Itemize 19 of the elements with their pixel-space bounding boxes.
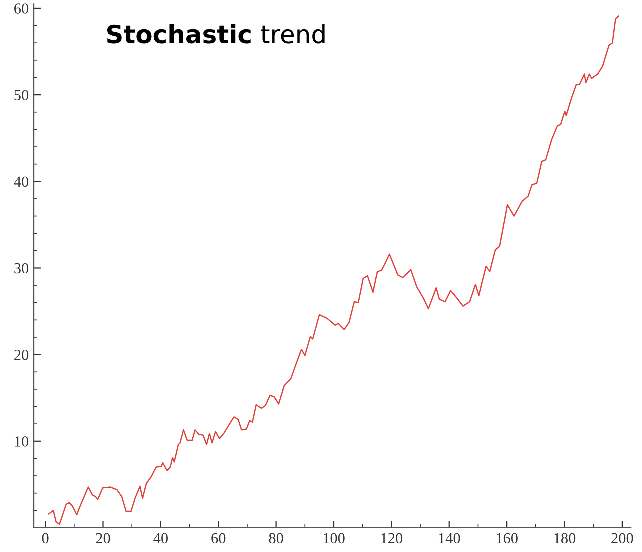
y-tick-label: 60 <box>14 4 29 14</box>
y-tick-label: 20 <box>14 350 29 360</box>
x-tick-label: 120 <box>382 533 403 544</box>
x-tick-label: 200 <box>612 533 634 544</box>
x-tick-label: 20 <box>96 533 110 544</box>
y-tick-label: 10 <box>15 436 29 447</box>
x-tick-label: 0 <box>42 533 49 544</box>
x-tick-label: 100 <box>324 533 345 544</box>
y-tick-label: 40 <box>14 176 29 188</box>
y-tick-label: 30 <box>14 263 29 274</box>
x-tick-label: 60 <box>212 533 226 544</box>
x-tick-label: 140 <box>439 533 460 544</box>
x-tick-label: 40 <box>154 533 168 544</box>
x-tick-label: 80 <box>269 533 284 544</box>
text: Stochastic trend <box>107 24 325 44</box>
y-tick-label: 50 <box>14 90 29 101</box>
x-tick-label: 160 <box>496 533 518 544</box>
line-series <box>48 16 620 526</box>
x-tick-label: 180 <box>554 533 576 544</box>
